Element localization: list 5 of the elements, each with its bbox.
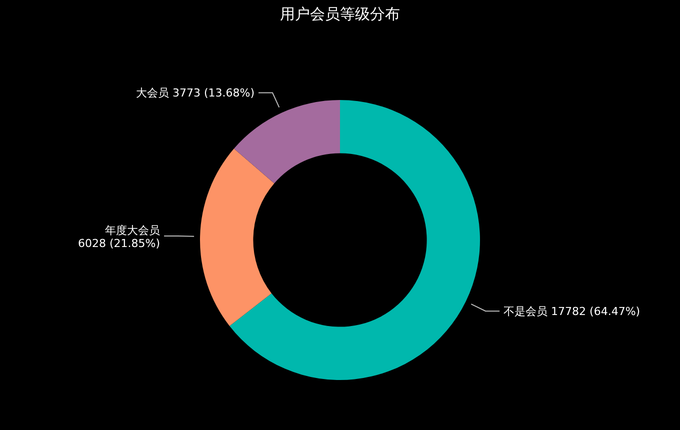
slice-label: 大会员 3773 (13.68%) bbox=[136, 86, 255, 100]
chart-title: 用户会员等级分布 bbox=[280, 5, 400, 23]
data-label: 6028 (21.85%) bbox=[78, 236, 160, 250]
slice-label: 不是会员 17782 (64.47%) bbox=[504, 305, 640, 318]
slice-label: 年度大会员 bbox=[105, 224, 160, 237]
